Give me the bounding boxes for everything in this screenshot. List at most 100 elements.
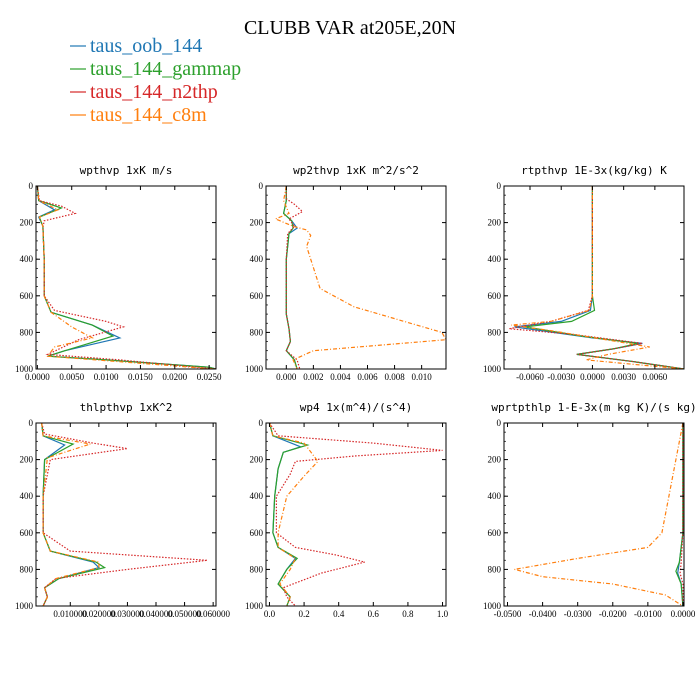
series-line-taus_144_c8m [514, 423, 684, 606]
series-line-taus_144_c8m [268, 423, 319, 606]
x-tick-label: 0.4 [333, 609, 345, 619]
y-tick-label: 200 [488, 218, 502, 228]
x-tick-label: 0.006 [357, 372, 378, 382]
y-tick-label: 600 [20, 291, 34, 301]
x-tick-label: 0.0200 [162, 372, 187, 382]
y-tick-label: 600 [488, 291, 502, 301]
chart-panel: wprtpthlp 1-E-3x(m kg K)/(s kg) 0 200 400 60… [483, 401, 697, 619]
panel-frame [503, 422, 685, 607]
series-line-taus_144_n2thp [269, 423, 443, 606]
legend-entry: taus_144_n2thp [70, 81, 218, 103]
y-tick-label: 800 [250, 564, 264, 574]
x-tick-label: 0.0 [264, 609, 276, 619]
series-line-taus_144_c8m [273, 186, 446, 369]
x-tick-label: -0.0200 [599, 609, 627, 619]
series-line-taus_144_c8m [36, 186, 216, 369]
y-tick-label: 1000 [15, 364, 34, 374]
x-tick-label: 0.0060 [642, 372, 667, 382]
legend: taus_oob_144 taus_144_gammap taus_144_n2… [70, 35, 241, 126]
series-line-taus_144_n2thp [285, 186, 304, 369]
panel-title: wprtpthlp 1-E-3x(m kg K)/(s kg) [491, 401, 696, 414]
y-tick-label: 1000 [245, 601, 264, 611]
y-tick-label: 1000 [483, 601, 502, 611]
x-tick-label: 0.040000 [139, 609, 173, 619]
y-tick-label: 200 [20, 455, 34, 465]
y-tick-label: 0 [497, 418, 502, 428]
y-tick-label: 800 [20, 327, 34, 337]
series-group [268, 423, 443, 606]
y-tick-label: 600 [250, 291, 264, 301]
x-tick-label: 0.8 [402, 609, 414, 619]
series-line-taus_oob_144 [36, 186, 216, 369]
x-tick-label: 0.0250 [197, 372, 222, 382]
series-line-taus_144_n2thp [36, 186, 216, 369]
panel-frame [503, 185, 685, 370]
y-tick-label: 0 [497, 181, 502, 191]
y-tick-label: 400 [250, 254, 264, 264]
series-line-taus_144_n2thp [679, 423, 684, 606]
figure-title: CLUBB VAR at205E,20N [244, 17, 456, 39]
y-tick-label: 600 [488, 528, 502, 538]
x-tick-label: 0.004 [330, 372, 351, 382]
y-tick-label: 0 [29, 181, 34, 191]
series-line-taus_144_n2thp [509, 186, 684, 369]
y-tick-label: 800 [20, 564, 34, 574]
panel-frame [265, 422, 447, 607]
series-line-taus_144_c8m [41, 423, 100, 606]
chart-panel: wp2thvp 1xK m^2/s^2 0 200 400 600 800 1000 0.00… [245, 164, 447, 382]
x-tick-label: -0.0060 [516, 372, 544, 382]
legend-label: taus_144_gammap [90, 58, 241, 80]
x-tick-label: -0.0100 [634, 609, 662, 619]
series-line-taus_144_gammap [36, 186, 216, 369]
x-tick-label: 0.050000 [168, 609, 202, 619]
x-tick-label: 0.0150 [128, 372, 153, 382]
y-tick-label: 200 [488, 455, 502, 465]
y-tick-label: 400 [488, 491, 502, 501]
panel-title: wpthvp 1xK m/s [80, 164, 173, 177]
series-line-taus_144_n2thp [41, 423, 208, 606]
x-tick-label: 0.0030 [611, 372, 636, 382]
panel-frame [35, 185, 217, 370]
legend-entry: taus_144_gammap [70, 58, 241, 80]
x-tick-label: 0.2 [298, 609, 309, 619]
y-tick-label: 800 [488, 564, 502, 574]
series-group [273, 186, 446, 369]
series-group [509, 186, 684, 369]
x-tick-label: 0.060000 [196, 609, 230, 619]
x-tick-label: 0.020000 [82, 609, 116, 619]
series-group [514, 423, 684, 606]
x-tick-label: -0.0500 [494, 609, 522, 619]
y-tick-label: 600 [20, 528, 34, 538]
chart-panel: wp4 1x(m^4)/(s^4) 0 200 400 600 800 10000.0 0.2… [245, 401, 449, 619]
y-tick-label: 800 [488, 327, 502, 337]
x-tick-label: 0.0000 [25, 372, 50, 382]
panel-title: wp2thvp 1xK m^2/s^2 [293, 164, 419, 177]
chart-panel: rtpthvp 1E-3x(kg/kg) K 0 200 400 600 800 1000 -… [483, 164, 685, 382]
y-tick-label: 0 [29, 418, 34, 428]
x-tick-label: 0.010000 [53, 609, 87, 619]
y-tick-label: 0 [259, 418, 264, 428]
x-tick-label: 1.0 [437, 609, 449, 619]
series-line-taus_oob_144 [514, 186, 684, 369]
panel-frame [265, 185, 447, 370]
y-tick-label: 200 [20, 218, 34, 228]
x-tick-label: 0.002 [303, 372, 323, 382]
x-tick-label: 0.010 [412, 372, 433, 382]
y-tick-label: 200 [250, 218, 264, 228]
x-tick-label: -0.0300 [564, 609, 592, 619]
chart-panel: wpthvp 1xK m/s 0 200 400 600 800 10000.0000 0.0… [15, 164, 222, 382]
x-tick-label: 0.0050 [59, 372, 84, 382]
y-tick-label: 1000 [483, 364, 502, 374]
panel-title: thlpthvp 1xK^2 [80, 401, 173, 414]
x-tick-label: -0.0400 [529, 609, 557, 619]
y-tick-label: 400 [250, 491, 264, 501]
y-tick-label: 400 [20, 254, 34, 264]
legend-label: taus_oob_144 [90, 35, 202, 57]
x-tick-label: 0.0000 [671, 609, 696, 619]
y-tick-label: 1000 [245, 364, 264, 374]
y-tick-label: 1000 [15, 601, 34, 611]
legend-entry: taus_oob_144 [70, 35, 202, 57]
x-tick-label: -0.0030 [547, 372, 575, 382]
